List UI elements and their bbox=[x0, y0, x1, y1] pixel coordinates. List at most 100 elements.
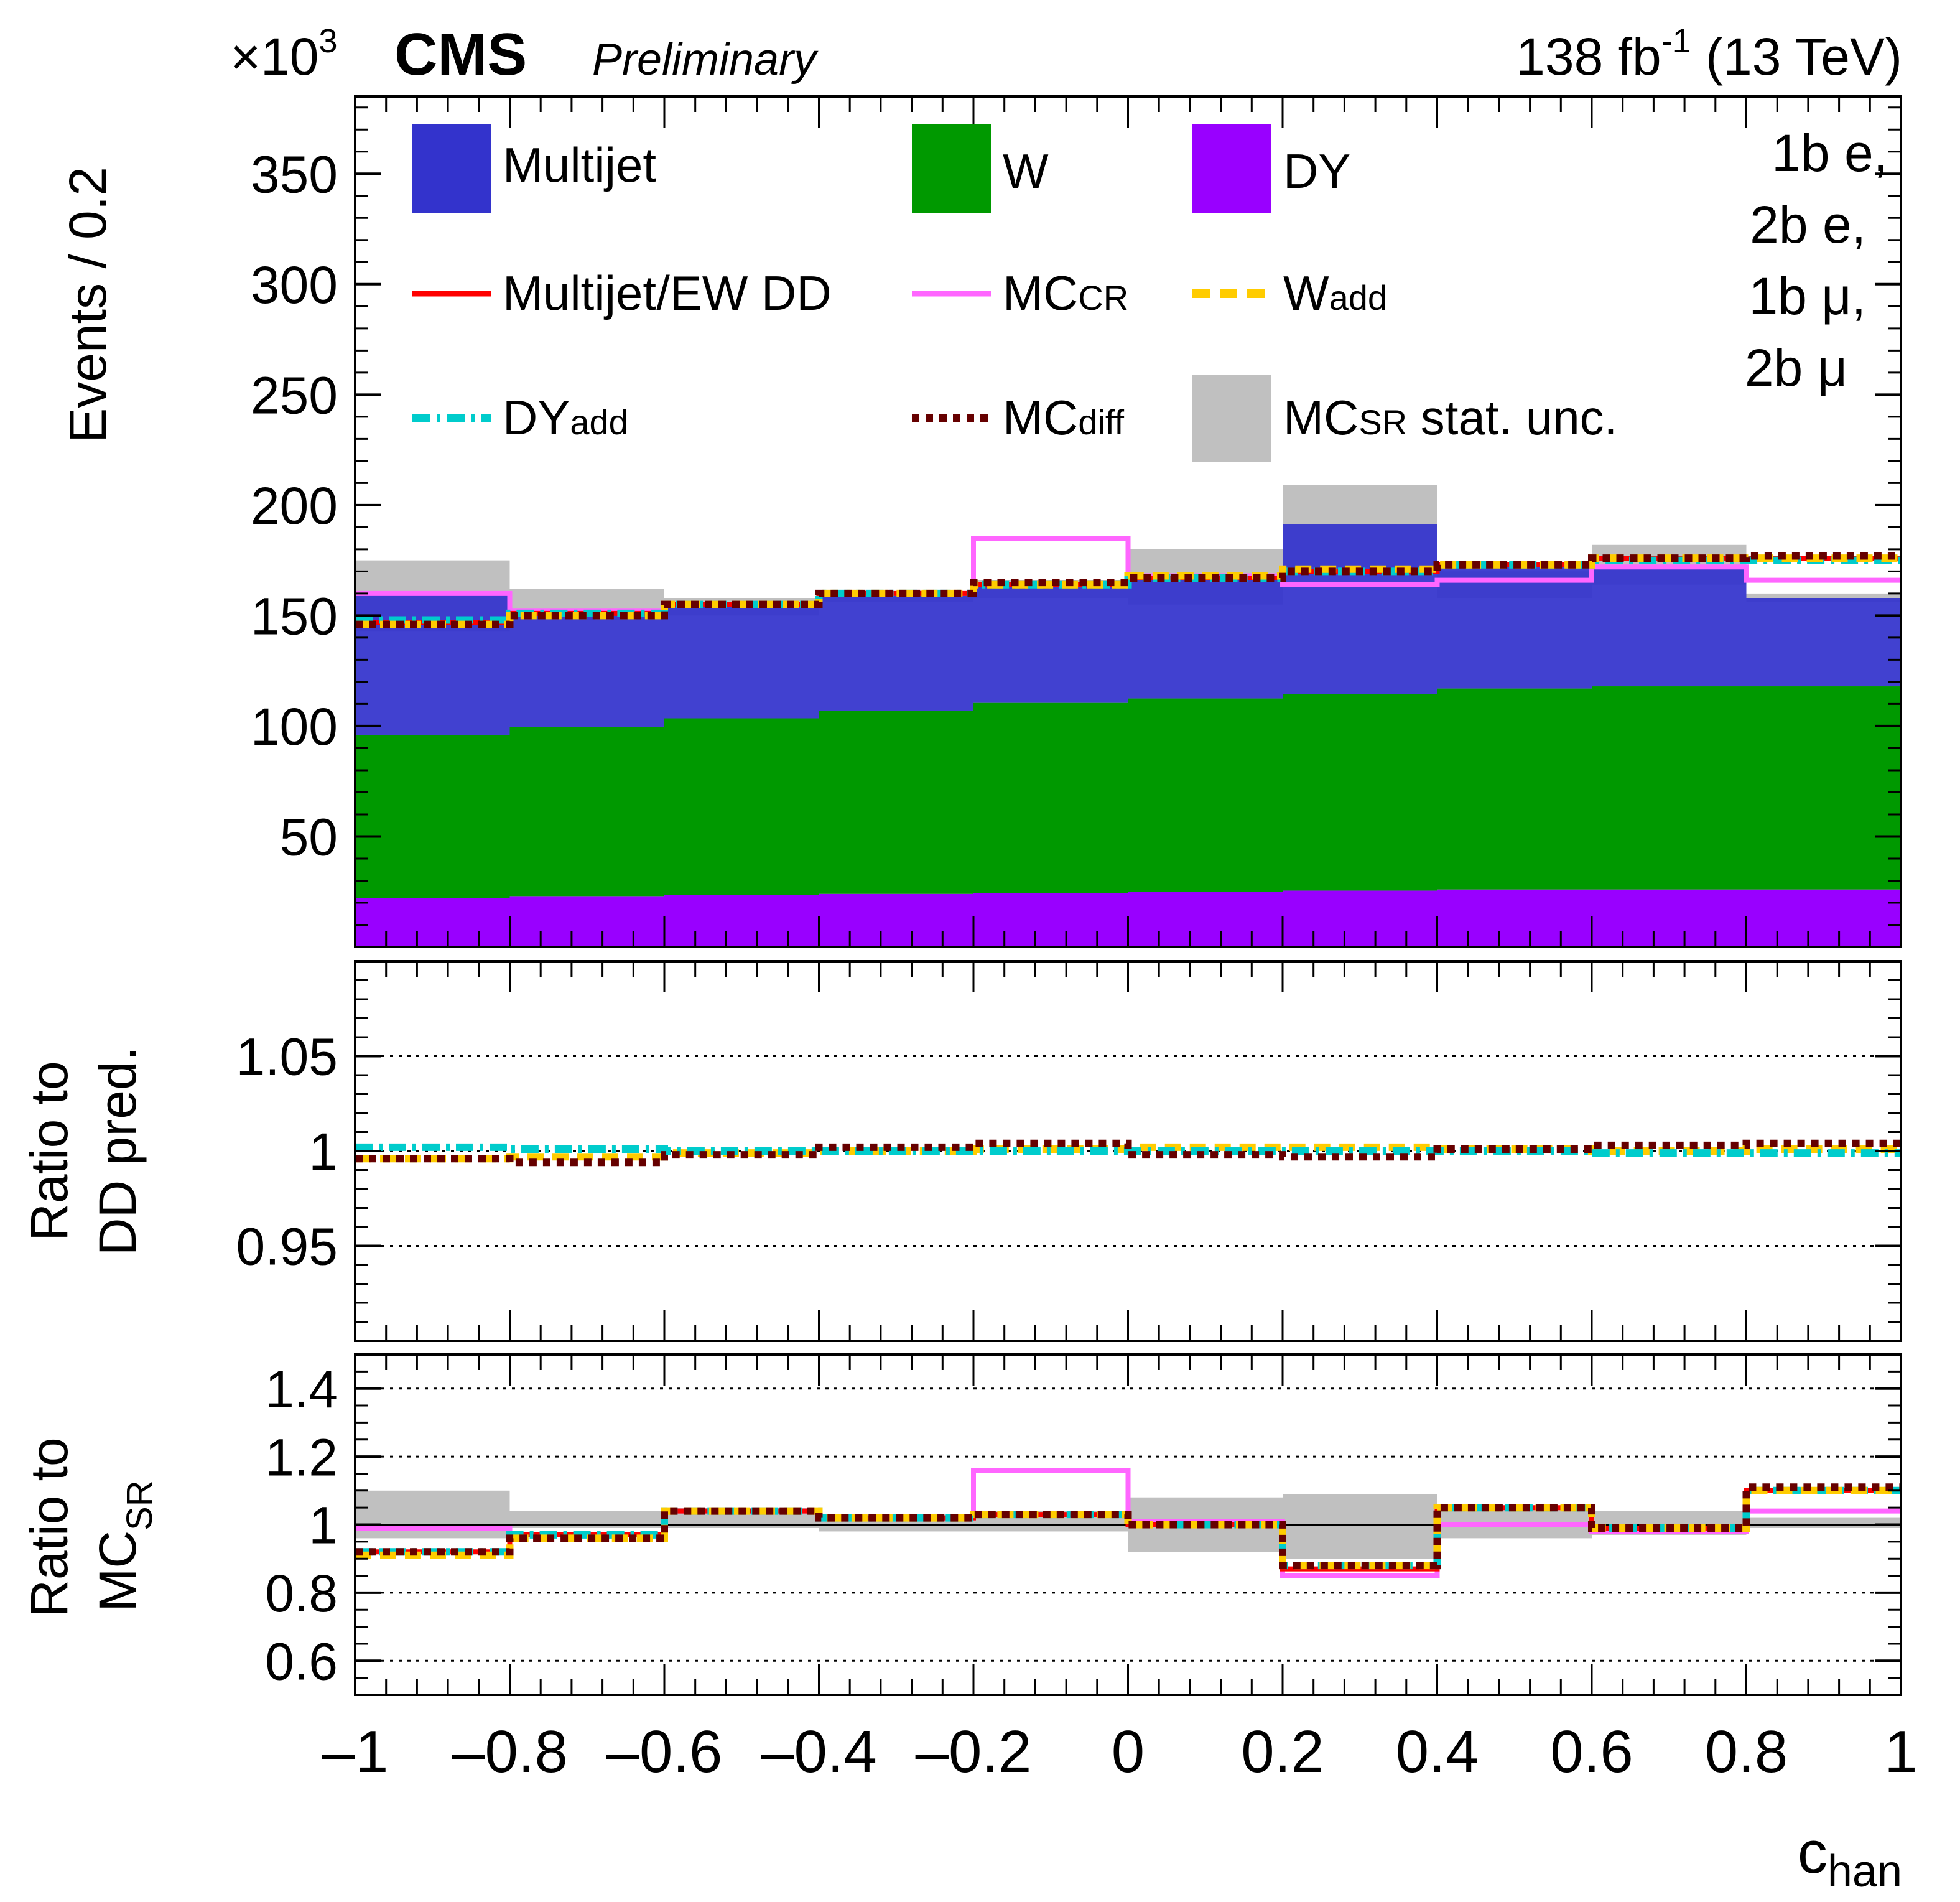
stack-bar-multijet bbox=[509, 612, 664, 727]
stack-bar-multijet bbox=[1746, 597, 1901, 687]
stack-bar-dy bbox=[664, 895, 819, 947]
stack-bar-dy bbox=[1128, 892, 1283, 947]
legend-swatch-w bbox=[912, 124, 991, 213]
y-tick-label: 1 bbox=[309, 1122, 338, 1181]
legend-label-dy: DY bbox=[1283, 144, 1350, 198]
y-tick-label: 250 bbox=[251, 366, 338, 425]
y-tick-label: 1 bbox=[309, 1496, 338, 1555]
y-tick-label: 150 bbox=[251, 587, 338, 646]
stack-bar-w bbox=[973, 702, 1128, 893]
figure-header: ×103 CMS Preliminary 138 fb-1 (13 TeV) bbox=[230, 21, 1902, 88]
stack-bar-multijet bbox=[973, 584, 1128, 703]
unc-band-bin bbox=[1746, 1517, 1901, 1528]
x-axis-label: chan bbox=[1798, 1819, 1902, 1896]
x-tick-label: 0.8 bbox=[1705, 1718, 1788, 1785]
stack-bar-multijet bbox=[1437, 567, 1592, 689]
x-tick-label: 0.2 bbox=[1241, 1718, 1324, 1785]
stack-bar-dy bbox=[509, 896, 664, 947]
series-line-mc-diff bbox=[355, 1483, 1901, 1570]
legend-label-multijet-ew-dd: Multijet/EW DD bbox=[503, 266, 832, 320]
stack-bar-multijet bbox=[664, 603, 819, 719]
legend-label-mc-diff: MCdiff bbox=[1003, 390, 1124, 445]
stack-bar-dy bbox=[1592, 889, 1747, 947]
middle-y-axis-label-line1: Ratio to bbox=[20, 1061, 78, 1241]
legend-label-multijet: Multijet bbox=[503, 138, 656, 192]
bottom-ratio-lines bbox=[355, 1468, 1901, 1578]
stack-bar-w bbox=[509, 727, 664, 897]
top-panel: 50 100 150 200 250 300 350 Events / 0.2 1b e, … bbox=[58, 95, 1902, 948]
x-tick-label: –0.8 bbox=[452, 1718, 568, 1785]
bottom-unc-band bbox=[355, 1490, 1901, 1559]
legend-swatch-mc-sr-unc bbox=[1192, 375, 1271, 462]
middle-ratio-panel: 0.95 1 1.05 Ratio to DD pred. bbox=[20, 960, 1902, 1342]
category-line-2: 2b e, bbox=[1750, 195, 1866, 254]
stack-bar-multijet bbox=[1592, 564, 1747, 687]
legend: Multijet W DY Multijet/EW DD MCCR Wadd D… bbox=[412, 124, 1617, 462]
stack-bar-dy bbox=[973, 893, 1128, 947]
stack-bar-dy bbox=[355, 898, 510, 947]
legend-label-w-add: Wadd bbox=[1283, 266, 1387, 320]
lumi-label: 138 fb-1 (13 TeV) bbox=[1516, 22, 1902, 86]
legend-swatch-dy bbox=[1192, 124, 1271, 213]
x-tick-label: 0.6 bbox=[1550, 1718, 1633, 1785]
stack-bar-w bbox=[1746, 686, 1901, 890]
y-tick-label: 1.05 bbox=[236, 1028, 338, 1086]
stack-bar-dy bbox=[1746, 889, 1901, 947]
stack-bar-multijet bbox=[1283, 524, 1437, 694]
y-tick-label: 0.8 bbox=[265, 1564, 338, 1623]
y-tick-label: 0.6 bbox=[265, 1633, 338, 1691]
x-tick-label: –0.4 bbox=[761, 1718, 877, 1785]
exponent-label: ×103 bbox=[230, 22, 338, 86]
legend-label-mc-cr: MCCR bbox=[1003, 266, 1128, 320]
stack-bar-dy bbox=[819, 893, 973, 947]
x-tick-label: 0.4 bbox=[1396, 1718, 1479, 1785]
stack-bar-multijet bbox=[1128, 574, 1283, 699]
legend-label-dy-add: DYadd bbox=[503, 390, 628, 445]
bottom-ratio-panel: 0.6 0.8 1 1.2 1.4 Ratio to MCSR bbox=[20, 1353, 1902, 1696]
series-line-w-add bbox=[355, 554, 1901, 628]
stack-bar-w bbox=[1592, 686, 1747, 890]
y-tick-label: 350 bbox=[251, 146, 338, 204]
y-tick-label: 0.95 bbox=[236, 1218, 338, 1276]
y-tick-label: 100 bbox=[251, 697, 338, 756]
stack-bar-w bbox=[1283, 694, 1437, 891]
legend-swatch-multijet bbox=[412, 124, 491, 213]
unc-band-bin bbox=[355, 1490, 510, 1539]
middle-y-axis-label-line2: DD pred. bbox=[88, 1047, 147, 1256]
category-line-3: 1b μ, bbox=[1749, 267, 1866, 325]
x-tick-label: –0.6 bbox=[606, 1718, 723, 1785]
category-line-1: 1b e, bbox=[1772, 124, 1888, 182]
bottom-axes: 0.6 0.8 1 1.2 1.4 bbox=[265, 1354, 1902, 1695]
x-tick-labels: –1 –0.8 –0.6 –0.4 –0.2 0 0.2 0.4 0.6 0.8 1 bbox=[322, 1718, 1918, 1785]
x-tick-label: –1 bbox=[322, 1718, 389, 1785]
stack-bar-w bbox=[664, 718, 819, 895]
x-tick-label: 0 bbox=[1112, 1718, 1145, 1785]
stack-bar-dy bbox=[1437, 889, 1592, 947]
top-y-axis-label: Events / 0.2 bbox=[58, 167, 117, 443]
y-tick-label: 50 bbox=[280, 808, 338, 867]
y-tick-label: 1.4 bbox=[265, 1360, 338, 1419]
y-tick-label: 1.2 bbox=[265, 1428, 338, 1486]
stacked-histograms bbox=[355, 524, 1901, 947]
prediction-lines bbox=[355, 536, 1901, 628]
middle-ratio-lines bbox=[355, 1139, 1901, 1167]
preliminary-label: Preliminary bbox=[592, 35, 819, 85]
stack-bar-w bbox=[1437, 688, 1592, 890]
cms-label: CMS bbox=[394, 21, 527, 88]
series-line-dy-add bbox=[355, 1143, 1901, 1157]
series-line-mc-diff bbox=[355, 552, 1901, 628]
bottom-y-axis-label-line1: Ratio to bbox=[20, 1437, 78, 1618]
stack-bar-w bbox=[819, 711, 973, 894]
unc-band-bin bbox=[1283, 1494, 1437, 1559]
legend-label-mc-sr-unc: MCSR stat. unc. bbox=[1283, 390, 1617, 445]
y-tick-label: 200 bbox=[251, 477, 338, 535]
y-tick-label: 300 bbox=[251, 256, 338, 314]
stack-bar-w bbox=[355, 735, 510, 898]
x-tick-label: –0.2 bbox=[916, 1718, 1032, 1785]
bottom-y-axis-label-line2: MCSR bbox=[88, 1480, 160, 1611]
stack-bar-dy bbox=[1283, 890, 1437, 947]
middle-axes: 0.95 1 1.05 bbox=[236, 961, 1902, 1341]
category-label: 1b e, 2b e, 1b μ, 2b μ bbox=[1745, 124, 1888, 397]
